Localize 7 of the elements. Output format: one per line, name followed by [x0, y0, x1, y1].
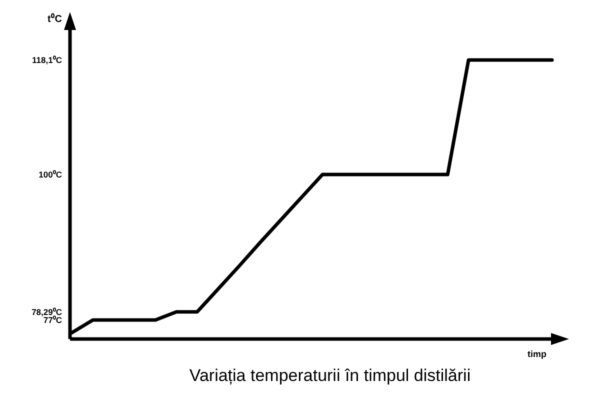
y-axis-title: t⁰C — [47, 13, 62, 25]
text: Variația temperaturii în timpul distilării — [189, 366, 471, 385]
x-axis-title: timp — [528, 349, 547, 359]
y-tick-label: 100⁰C — [38, 169, 62, 180]
y-tick-label: 78,29⁰C — [32, 306, 62, 317]
y-tick-label: 77⁰C — [43, 314, 62, 325]
y-tick-label: 118,1⁰C — [32, 54, 62, 65]
